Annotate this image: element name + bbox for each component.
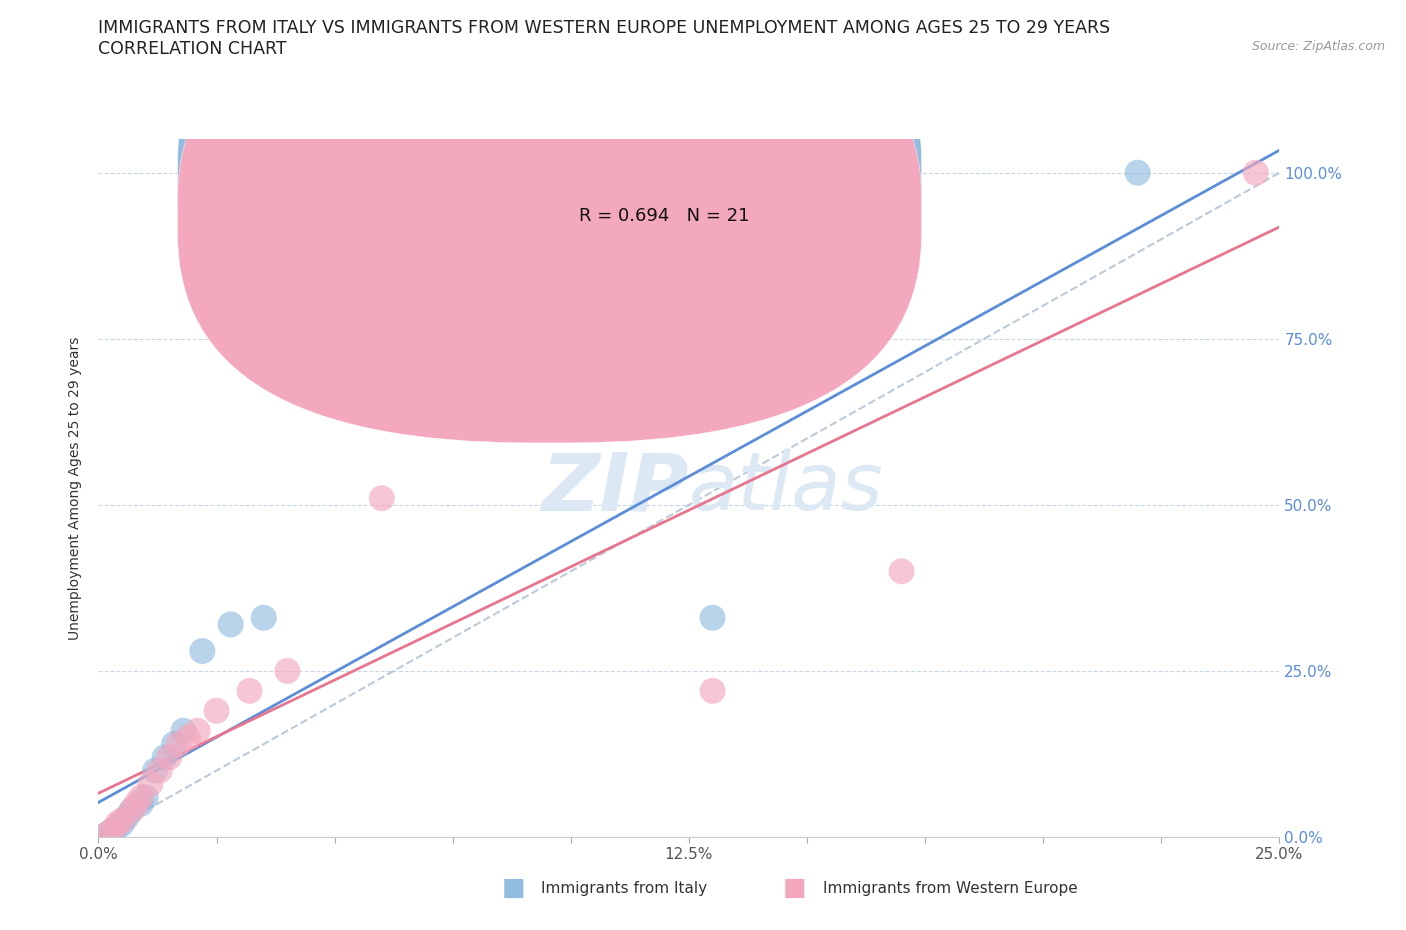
Point (1244, 166, 1267, 180)
Text: Source: ZipAtlas.com: Source: ZipAtlas.com (1251, 40, 1385, 53)
FancyBboxPatch shape (512, 153, 813, 245)
Point (115, 810, 138, 825)
Point (97, 826, 120, 841)
Point (702, 610, 724, 625)
Point (135, 790, 157, 804)
Point (97, 826, 120, 841)
Point (149, 764, 172, 778)
Point (890, 564, 912, 578)
Point (111, 817, 134, 831)
Point (167, 737, 190, 751)
Text: IMMIGRANTS FROM ITALY VS IMMIGRANTS FROM WESTERN EUROPE UNEMPLOYMENT AMONG AGES : IMMIGRANTS FROM ITALY VS IMMIGRANTS FROM… (98, 19, 1111, 36)
Point (219, 617, 242, 631)
Point (371, 491, 394, 506)
Point (139, 777, 162, 791)
Point (1126, 166, 1149, 180)
Point (512, 305, 534, 320)
Point (239, 684, 262, 698)
Text: R = 0.694   N = 21: R = 0.694 N = 21 (579, 207, 749, 225)
Point (105, 817, 128, 831)
Point (143, 764, 166, 778)
Point (111, 813, 134, 828)
Point (121, 803, 143, 817)
FancyBboxPatch shape (177, 0, 921, 405)
Point (177, 730, 200, 745)
Point (253, 610, 276, 625)
Point (187, 724, 209, 738)
Point (121, 803, 143, 817)
Text: ZIP: ZIP (541, 449, 689, 527)
Point (191, 644, 214, 658)
Point (157, 750, 180, 764)
Text: Immigrants from Italy: Immigrants from Italy (541, 881, 707, 896)
Text: CORRELATION CHART: CORRELATION CHART (98, 40, 287, 58)
Point (276, 663, 298, 678)
Point (205, 703, 228, 718)
Point (105, 819, 128, 834)
Point (125, 796, 148, 811)
Point (129, 790, 152, 804)
Text: ■: ■ (502, 876, 524, 900)
Text: atlas: atlas (689, 449, 884, 527)
FancyBboxPatch shape (177, 0, 921, 443)
Point (163, 737, 186, 751)
Text: Immigrants from Western Europe: Immigrants from Western Europe (823, 881, 1077, 896)
Text: ■: ■ (783, 876, 806, 900)
Point (129, 796, 152, 811)
Y-axis label: Unemployment Among Ages 25 to 29 years: Unemployment Among Ages 25 to 29 years (69, 337, 83, 640)
Point (702, 684, 724, 698)
Text: R = 0.596   N = 17: R = 0.596 N = 17 (579, 170, 749, 188)
Point (153, 750, 176, 764)
Point (101, 823, 124, 838)
Point (172, 724, 194, 738)
Point (101, 823, 124, 838)
